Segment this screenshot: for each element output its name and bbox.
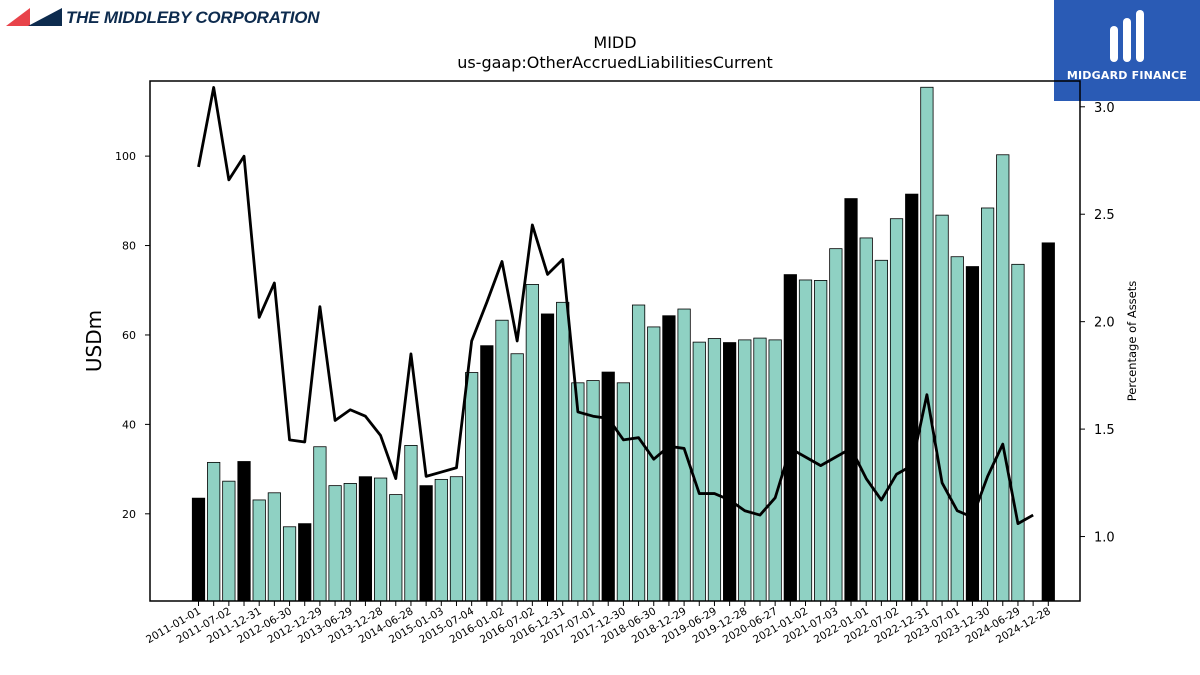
y2-tick-label: 2.0 [1094,316,1115,331]
bar-2017-04-01 [571,382,585,602]
bar-2023-07-01 [950,256,964,602]
bar-2012-06-30 [282,526,297,602]
bar-2022-04-02 [874,259,888,602]
bar-2021-10-02 [844,198,858,602]
y-tick-label: 80 [122,240,136,253]
company-logo-text: THE MIDDLEBY CORPORATION [66,8,320,27]
y-tick-label: 20 [122,508,136,521]
bar-2019-09-28 [723,342,737,602]
bar-2020-06-27 [768,339,782,602]
bar-2023-04-01 [935,214,949,602]
bar-2014-06-28 [404,444,418,602]
bar-2013-12-28 [373,477,388,602]
bar-2016-04-02 [510,353,524,602]
bar-2018-09-29 [662,315,676,602]
bar-2022-12-31 [920,86,934,602]
bar-2020-09-26 [783,274,797,602]
company-logo-mark-icon [6,8,62,26]
bar-2023-12-30 [981,207,995,602]
bar-2019-03-30 [692,341,706,602]
bar-2024-03-30 [996,154,1010,602]
bar-2012-09-29 [298,523,312,602]
y-tick-label: 100 [115,150,136,163]
bar-2011-07-02 [222,480,236,602]
y-tick-label: 40 [122,418,136,431]
bar-2020-03-28 [753,337,767,602]
bar-2019-06-29 [707,338,722,602]
bar-series [191,86,1055,602]
bar-2011-04-02 [207,461,221,602]
bar-2016-10-01 [540,313,555,602]
brand-logo-text: MIDGARD FINANCE [1066,69,1188,82]
bar-2013-09-28 [358,476,373,602]
bar-2024-06-29 [1011,263,1025,602]
line-series [197,86,1034,526]
bar-2016-07-02 [525,284,539,602]
bar-2021-07-03 [829,248,843,602]
bar-2015-10-03 [480,345,494,602]
bar-2023-09-30 [965,266,980,602]
y2-tick-label: 1.5 [1094,423,1115,438]
bar-2021-01-02 [798,279,813,602]
bar-2018-06-30 [647,326,661,602]
y2-axis-label: Percentage of Assets [1125,281,1139,402]
chart-subtitle: us-gaap:OtherAccruedLiabilitiesCurrent [457,53,773,72]
bar-2013-06-29 [343,483,357,602]
percentage-line [197,86,1034,526]
bar-2022-01-01 [859,237,873,602]
bar-2015-07-04 [465,372,479,602]
bar-2012-12-29 [313,446,327,602]
plot-frame [149,80,1081,602]
brand-logo-mark-icon [1110,10,1144,62]
bar-2011-12-31 [252,499,266,602]
bar-2011-01-01 [191,497,206,602]
y-tick-label: 60 [122,329,136,342]
y-axis-label: USDm [82,310,106,372]
bar-2019-12-28 [738,339,752,602]
y2-tick-label: 3.0 [1094,101,1115,116]
bar-2017-09-30 [601,371,615,602]
bar-2022-10-01 [905,193,919,602]
bar-2017-12-30 [616,382,631,602]
y2-tick-label: 1.0 [1094,531,1115,546]
y-axis-left: 20 40 60 80 100 [115,150,150,521]
y-axis-right: 1.0 1.5 2.0 2.5 3.0 [1080,101,1115,546]
bar-2014-03-29 [389,494,403,602]
bar-2016-12-31 [556,301,570,602]
bar-2013-03-30 [328,485,342,602]
chart-title: MIDD [593,33,636,52]
x-axis: 2011-01-012011-07-022011-12-312012-06-30… [144,601,1053,646]
bar-2018-03-31 [631,304,646,602]
bar-2014-09-27 [419,485,433,602]
brand-logo: MIDGARD FINANCE [1054,0,1200,101]
bar-2022-07-02 [889,218,904,602]
bar-2021-04-03 [814,280,828,602]
bar-2011-10-01 [237,461,251,602]
bar-2015-01-03 [434,478,448,602]
bar-2024-12-28 [1041,242,1055,602]
bar-2016-01-02 [495,319,509,602]
bar-2015-04-04 [449,476,464,602]
y2-tick-label: 2.5 [1094,208,1115,223]
bar-2018-12-29 [677,308,691,602]
bar-2012-03-31 [267,492,281,602]
